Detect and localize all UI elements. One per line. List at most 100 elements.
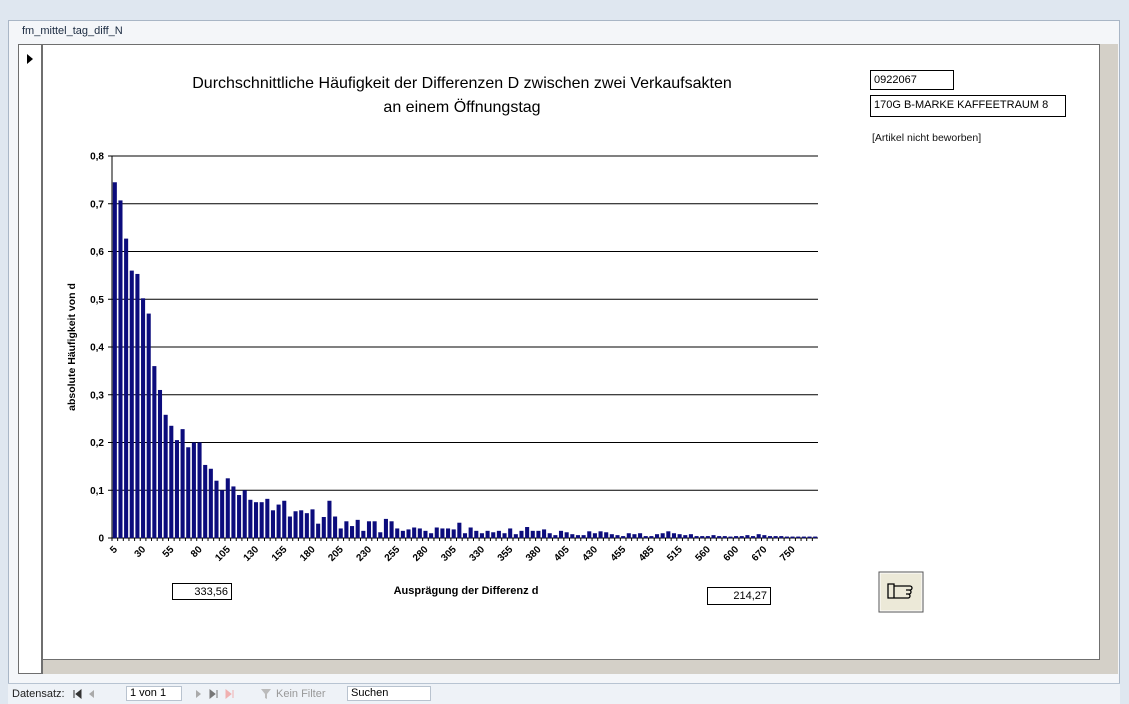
form-detail: [42, 44, 1100, 660]
bar: [530, 530, 535, 538]
bar: [293, 511, 298, 538]
bar: [287, 516, 292, 538]
record-position[interactable]: 1 von 1: [126, 686, 182, 701]
y-tick-label: 0,2: [90, 438, 104, 449]
bar: [440, 528, 445, 538]
bar: [807, 536, 812, 538]
bar: [208, 468, 213, 538]
y-tick-label: 0,7: [90, 199, 104, 210]
bar: [513, 534, 518, 538]
bar: [609, 534, 614, 538]
bar: [429, 533, 434, 538]
bar: [146, 313, 151, 538]
x-tick-label: 55: [161, 544, 177, 560]
bar: [412, 527, 417, 538]
x-tick-label: 670: [750, 544, 770, 564]
article-name-field[interactable]: 170G B-MARKE KAFFEETRAUM 8: [870, 95, 1066, 117]
bar: [779, 536, 784, 538]
bar: [276, 504, 281, 538]
bar: [734, 536, 739, 538]
bar: [372, 521, 377, 538]
nav-next-last[interactable]: [190, 688, 250, 700]
bar: [423, 530, 428, 538]
x-tick-label: 515: [665, 544, 685, 564]
bar: [135, 273, 140, 538]
x-tick-label: 750: [778, 544, 798, 564]
bar: [762, 535, 767, 538]
bar: [197, 442, 202, 538]
bar: [366, 521, 372, 538]
nav-first-prev[interactable]: [72, 688, 126, 700]
bar: [745, 535, 750, 538]
bar: [457, 522, 462, 538]
bar: [801, 536, 806, 538]
bar: [485, 530, 490, 538]
right-value-field[interactable]: 214,27: [707, 587, 771, 605]
scrollbar[interactable]: [1100, 44, 1118, 674]
y-tick-label: 0,1: [90, 486, 104, 497]
bar: [739, 536, 744, 538]
bar: [525, 527, 530, 538]
bar: [564, 532, 569, 538]
bar: [643, 536, 648, 538]
form-tab[interactable]: fm_mittel_tag_diff_N: [22, 25, 123, 37]
search-box[interactable]: Suchen: [347, 686, 431, 701]
x-tick-label: 280: [411, 544, 431, 564]
x-tick-label: 180: [298, 544, 318, 564]
bar: [333, 516, 338, 538]
bar: [152, 366, 157, 538]
bar: [491, 532, 496, 538]
bar: [547, 533, 552, 538]
bar: [248, 499, 253, 538]
x-tick-label: 155: [270, 544, 290, 564]
bar: [553, 535, 558, 538]
bar: [519, 530, 524, 538]
bar: [417, 528, 422, 538]
bar: [722, 536, 727, 538]
filter-status[interactable]: Kein Filter: [276, 688, 326, 700]
bar: [327, 500, 332, 538]
bar: [270, 510, 276, 538]
x-tick-label: 130: [242, 544, 262, 564]
bar: [542, 529, 547, 538]
bar: [626, 533, 631, 538]
bar: [395, 528, 400, 538]
bar: [615, 535, 620, 538]
bar: [118, 200, 123, 538]
bar: [321, 516, 326, 538]
bar: [174, 440, 179, 538]
bar: [649, 536, 654, 538]
bar: [638, 533, 643, 538]
bar: [683, 535, 688, 538]
bar: [570, 534, 575, 538]
bar: [468, 527, 473, 538]
left-value-field[interactable]: 333,56: [172, 583, 232, 600]
bar: [338, 528, 343, 538]
bar: [231, 486, 236, 538]
x-tick-label: 80: [189, 544, 205, 560]
x-tick-label: 255: [383, 544, 403, 564]
x-tick-label: 485: [637, 544, 657, 564]
bar: [242, 490, 247, 538]
record-selector[interactable]: [18, 44, 42, 674]
bar: [694, 536, 699, 538]
bar: [141, 298, 146, 538]
bar: [711, 535, 716, 538]
bar: [434, 527, 439, 538]
y-tick-label: 0,3: [90, 390, 104, 401]
hand-button[interactable]: [878, 571, 924, 613]
bar: [796, 536, 801, 538]
bar: [191, 442, 196, 538]
bar: [446, 528, 451, 538]
bar: [462, 533, 468, 538]
bar: [654, 534, 660, 538]
y-tick-label: 0: [98, 534, 104, 545]
bar: [767, 536, 773, 538]
y-axis-label: absolute Häufigkeit von d: [66, 283, 78, 411]
bar: [157, 389, 163, 538]
bar: [214, 480, 219, 538]
bar: [237, 495, 242, 538]
article-number-field[interactable]: 0922067: [870, 70, 954, 90]
bar: [621, 536, 626, 538]
